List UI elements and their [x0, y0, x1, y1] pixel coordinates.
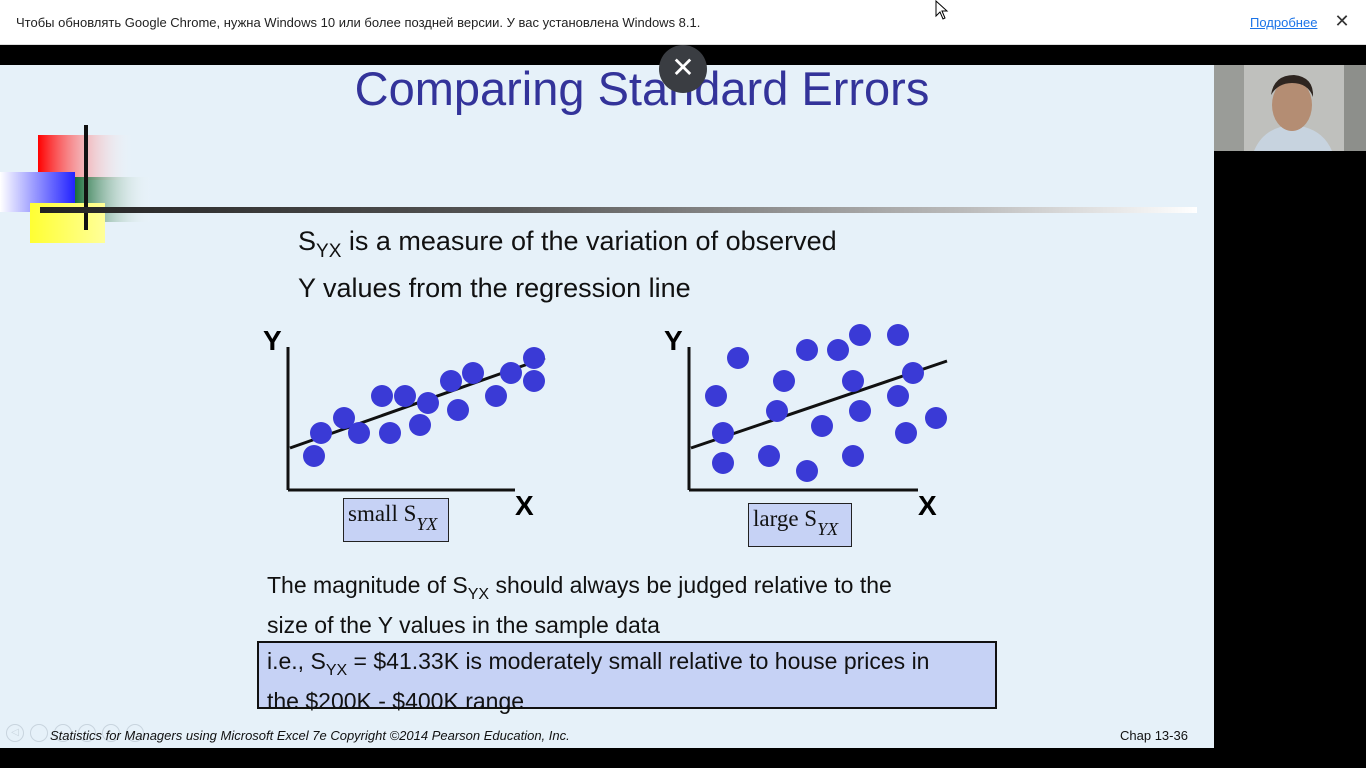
infobar-close-icon[interactable]: ✕ — [1334, 11, 1350, 31]
data-point — [712, 452, 734, 474]
example-box: i.e., SYX = $41.33K is moderately small … — [257, 641, 997, 714]
data-point — [827, 339, 849, 361]
slide-page-number: Chap 13-36 — [1120, 728, 1188, 743]
intro-line1: is a measure of the variation of observe… — [341, 226, 837, 256]
magnitude-line2: size of the Y values in the sample data — [267, 612, 660, 638]
right-data-points — [705, 324, 947, 482]
data-point — [842, 445, 864, 467]
data-point — [462, 362, 484, 384]
data-point — [796, 460, 818, 482]
slide-nav-controls[interactable]: ◁ — [6, 724, 144, 742]
small-syx-text: small S — [348, 501, 417, 526]
data-point — [766, 400, 788, 422]
data-point — [925, 407, 947, 429]
data-point — [310, 422, 332, 444]
left-y-axis-label: Y — [263, 325, 282, 356]
presenter-avatar — [1214, 65, 1366, 151]
infobar-message: Чтобы обновлять Google Chrome, нужна Win… — [16, 15, 701, 30]
data-point — [409, 414, 431, 436]
menu-icon[interactable] — [102, 724, 120, 742]
data-point — [887, 385, 909, 407]
browser-infobar: Чтобы обновлять Google Chrome, нужна Win… — [0, 0, 1366, 45]
large-syx-scatter-chart: Y X — [664, 324, 948, 520]
data-point — [523, 370, 545, 392]
pen-icon[interactable] — [54, 724, 72, 742]
close-presentation-button[interactable]: ✕ — [659, 45, 707, 93]
data-point — [887, 324, 909, 346]
magnitude-text: The magnitude of SYX should always be ju… — [267, 570, 987, 640]
small-syx-label: small SYX — [343, 498, 449, 542]
data-point — [348, 422, 370, 444]
data-point — [333, 407, 355, 429]
zoom-icon[interactable] — [78, 724, 96, 742]
data-point — [849, 324, 871, 346]
data-point — [440, 370, 462, 392]
title-rule — [40, 207, 1197, 213]
example-pre: i.e., S — [267, 648, 326, 674]
data-point — [811, 415, 833, 437]
slide-logo-icon — [0, 125, 153, 243]
intro-text: SYX is a measure of the variation of obs… — [298, 223, 998, 306]
data-point — [902, 362, 924, 384]
data-point — [849, 400, 871, 422]
magnitude-pre: The magnitude of S — [267, 572, 468, 598]
intro-line2: Y values from the regression line — [298, 273, 691, 303]
right-y-axis-label: Y — [664, 325, 683, 356]
small-syx-scatter-chart: Y X — [263, 325, 546, 520]
data-point — [394, 385, 416, 407]
data-point — [500, 362, 522, 384]
data-point — [379, 422, 401, 444]
data-point — [727, 347, 749, 369]
data-point — [485, 385, 507, 407]
data-point — [523, 347, 545, 369]
slide-title: Comparing Standard Errors — [354, 65, 930, 115]
data-point — [842, 370, 864, 392]
left-data-points — [303, 347, 545, 467]
small-syx-sub: YX — [416, 514, 438, 534]
data-point — [758, 445, 780, 467]
data-point — [796, 339, 818, 361]
large-syx-text: large S — [753, 506, 818, 531]
magnitude-sub: YX — [467, 586, 490, 603]
data-point — [712, 422, 734, 444]
intro-s: S — [298, 226, 317, 256]
data-point — [773, 370, 795, 392]
prev-slide-icon[interactable]: ◁ — [6, 724, 24, 742]
left-x-axis-label: X — [515, 490, 534, 520]
infobar-more-link[interactable]: Подробнее — [1250, 15, 1318, 30]
right-x-axis-label: X — [918, 490, 937, 520]
mouse-cursor-icon — [935, 0, 949, 20]
data-point — [303, 445, 325, 467]
presentation-slide: Comparing Standard Errors SYX is a measu… — [0, 65, 1214, 748]
data-point — [371, 385, 393, 407]
large-syx-label: large SYX — [748, 503, 852, 547]
data-point — [447, 399, 469, 421]
large-syx-sub: YX — [817, 519, 839, 539]
webcam-thumbnail — [1214, 65, 1366, 151]
slide-footer: Statistics for Managers using Microsoft … — [50, 728, 570, 743]
data-point — [417, 392, 439, 414]
intro-sub: YX — [316, 241, 342, 262]
example-line2: the $200K - $400K range — [267, 688, 525, 714]
magnitude-post: should always be judged relative to the — [489, 572, 892, 598]
data-point — [895, 422, 917, 444]
data-point — [705, 385, 727, 407]
example-sub: YX — [325, 662, 348, 679]
more-icon[interactable] — [126, 724, 144, 742]
slide-icon[interactable] — [30, 724, 48, 742]
example-post: = $41.33K is moderately small relative t… — [347, 648, 930, 674]
